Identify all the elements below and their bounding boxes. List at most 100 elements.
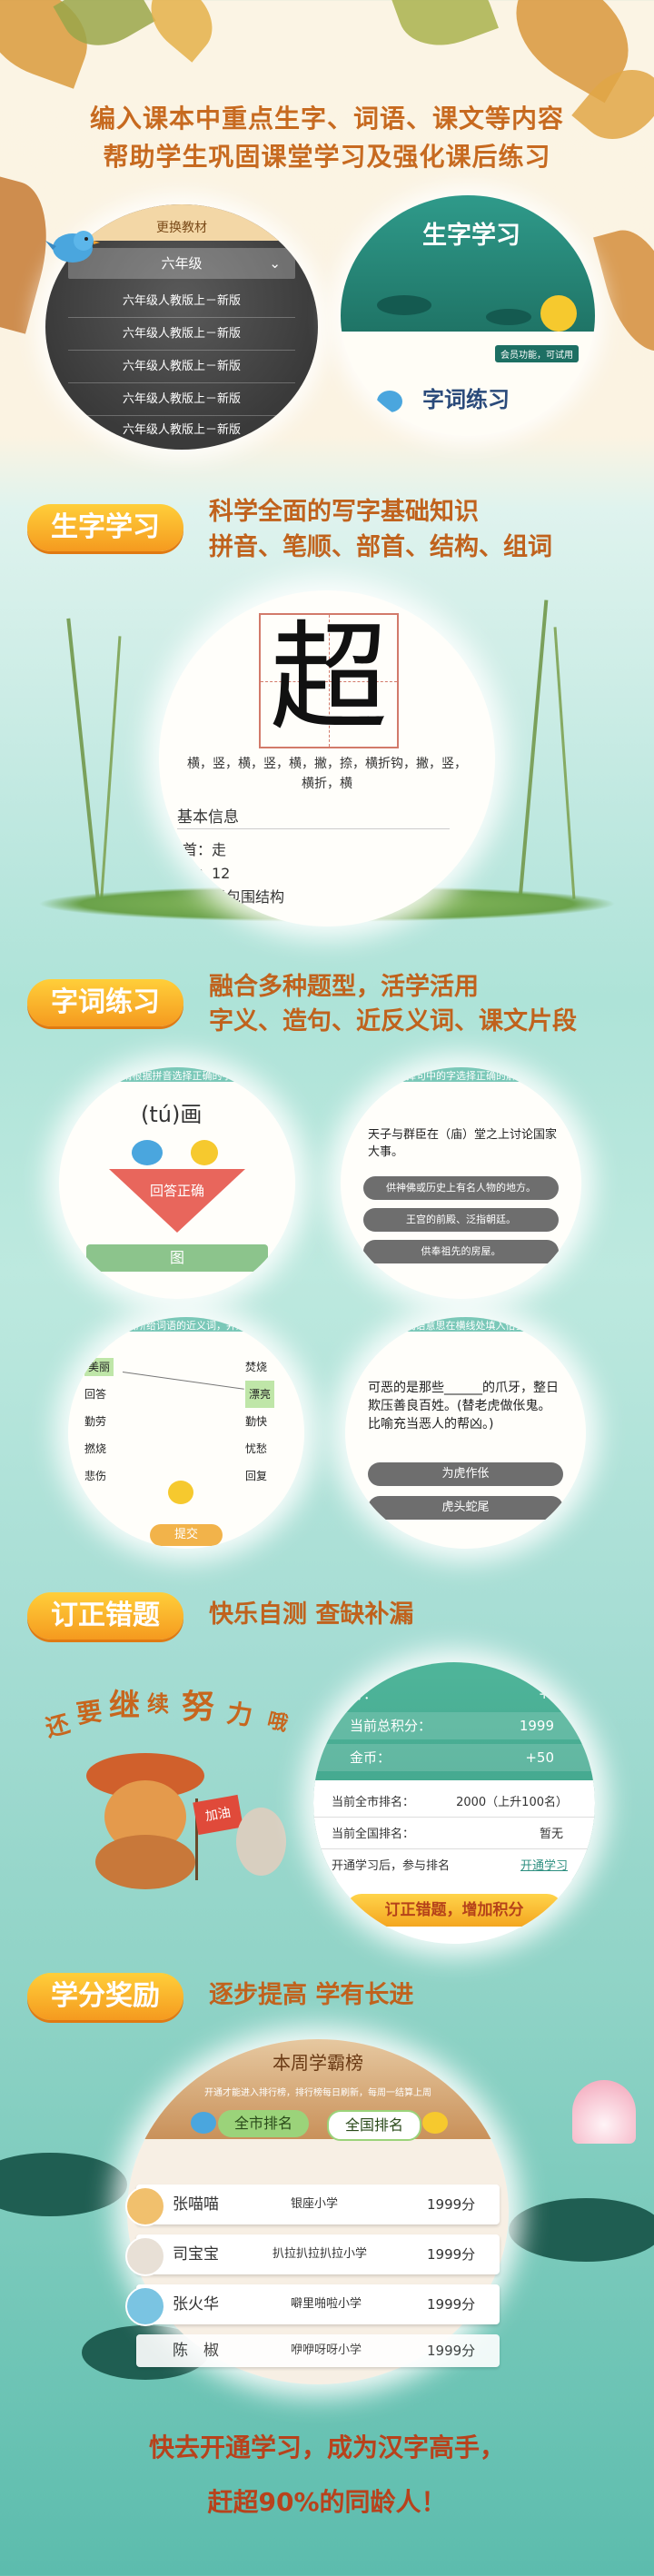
student-name: 司宝宝 — [173, 2245, 219, 2264]
school-name: 噼里啪啦小学 — [291, 2297, 362, 2311]
footer-line-2: 赶超90%的同龄人！ — [207, 2487, 447, 2517]
national-rank-row: 当前全国排名： 暂无 — [313, 1821, 595, 1849]
avatar — [125, 2186, 165, 2226]
answer-option[interactable]: 图 — [86, 1244, 268, 1272]
correct-mistakes-button[interactable]: 订正错题，增加积分 — [345, 1894, 563, 1927]
lilypad — [509, 2198, 654, 2262]
left-word-col: 美丽 回答 勤劳 撚烧 悲伤 — [84, 1353, 114, 1490]
national-rank-label: 当前全国排名： — [332, 1828, 415, 1841]
school-name: 咿咿呀呀小学 — [291, 2343, 362, 2357]
bluebird-icon — [45, 223, 100, 268]
coins-value: +50 — [525, 1749, 554, 1766]
tab-city-ranking[interactable]: 全市排名 — [218, 2110, 309, 2137]
slogan-char: 还 — [43, 1710, 74, 1743]
section1-desc-1: 科学全面的写字基础知识 — [209, 498, 479, 526]
section-pill-corrections: 订正错题 — [27, 1592, 183, 1640]
flag-pole — [195, 1798, 198, 1880]
section-pill-word-practice: 字词练习 — [27, 979, 183, 1026]
flag-label: 加油 — [193, 1794, 243, 1836]
student-score: 1999分 — [427, 2296, 476, 2313]
synonym-right-word[interactable]: 焚烧 — [245, 1361, 268, 1373]
quiz-header: 选择成语意思在横线处填入恰当成语 — [385, 1320, 546, 1332]
textbook-option[interactable]: 六年级人教版上－新版 — [68, 286, 295, 318]
slogan-char: 要 — [74, 1696, 104, 1729]
card-header-bar — [59, 1067, 295, 1082]
quiz-header: 请根据拼音选择正确的字 — [122, 1070, 233, 1082]
chevron-down-icon: ⌄ — [269, 255, 281, 272]
join-text: 开通学习后，参与排名 — [332, 1859, 451, 1873]
slogan-char: 力 — [224, 1698, 254, 1731]
textbook-option[interactable]: 六年级人教版上－新版 — [122, 423, 241, 437]
school-name: 扒拉扒拉扒拉小学 — [272, 2247, 368, 2261]
synonym-left-word[interactable]: 悲伤 — [84, 1470, 107, 1482]
feature-subtitle[interactable]: 字词练习 — [422, 387, 510, 412]
feature-preview: 生字学习 会员功能，可试用 字词练习 — [341, 195, 595, 436]
answer-correct-label: 回答正确 — [149, 1183, 204, 1199]
grade-select[interactable]: 六年级 ⌄ — [68, 248, 295, 279]
synonym-right-word[interactable]: 回复 — [245, 1470, 268, 1482]
section3-desc: 快乐自测 查缺补漏 — [209, 1600, 414, 1629]
textbook-option[interactable]: 六年级人教版上－新版 — [68, 352, 295, 383]
synonym-left-word[interactable]: 回答 — [84, 1388, 107, 1401]
leaderboard-row[interactable]: 张喵喵 银座小学 1999分 — [125, 2185, 500, 2226]
city-rank-label: 当前全市排名： — [332, 1796, 415, 1809]
slogan-char: 努 — [182, 1689, 215, 1726]
change-textbook-title[interactable]: 更换教材 — [156, 221, 207, 235]
quiz-option[interactable]: 供奉祖先的房屋。 — [363, 1240, 559, 1263]
lilypad — [0, 2153, 127, 2216]
synonym-left-word[interactable]: 撚烧 — [84, 1442, 107, 1455]
leaderboard-note: 开通才能进入排行榜，排行榜每日刷新，每周一结算上周 — [204, 2088, 431, 2098]
synonym-left-word[interactable]: 美丽 — [84, 1358, 114, 1376]
section2-desc-1: 融合多种题型，活学活用 — [209, 973, 479, 1001]
radical-info: 部首：走 — [168, 841, 227, 858]
lilypad — [377, 295, 431, 315]
footer-cta: 快去开通学习，成为汉字高手， 赶超90%的同龄人！ — [0, 2421, 654, 2530]
idiom-option[interactable]: 为虎作伥 — [368, 1462, 563, 1486]
leaderboard-row[interactable]: 司宝宝 扒拉扒拉扒拉小学 1999分 — [125, 2234, 500, 2276]
leaf-decoration — [391, 0, 499, 59]
chick-icon — [191, 1140, 218, 1165]
stroke-count-info: 笔画：12 — [168, 865, 231, 882]
quiz-option[interactable]: 供神佛或历史上有名人物的地方。 — [363, 1176, 559, 1200]
right-word-col: 焚烧 漂亮 勤快 忧愁 回复 — [245, 1353, 275, 1490]
quiz-header: 请选出所给词语的近义词，并连起来 — [106, 1320, 266, 1332]
synonym-right-word[interactable]: 勤快 — [245, 1415, 268, 1428]
synonym-left-word[interactable]: 勤劳 — [84, 1415, 107, 1428]
textbook-option[interactable]: 六年级人教版上－新版 — [68, 319, 295, 351]
card-header-bar — [345, 1317, 586, 1332]
section-pill-character-study: 生字学习 — [27, 504, 183, 551]
quiz-option[interactable]: 王宫的前殿、泛指朝廷。 — [363, 1208, 559, 1232]
bluebird-icon — [132, 1140, 163, 1165]
synonym-right-word[interactable]: 漂亮 — [245, 1381, 275, 1408]
owl-icon — [236, 1808, 286, 1876]
score-label: 分： — [350, 1686, 378, 1702]
submit-button[interactable]: 提交 — [150, 1524, 223, 1546]
quiz-card-idiom: 选择成语意思在横线处填入恰当成语 可恶的是那些______的爪牙，整日欺压善良百… — [345, 1317, 586, 1549]
large-character: 超 — [269, 609, 388, 747]
section2-desc-2: 字义、造句、近反义词、课文片段 — [209, 1007, 577, 1035]
section1-desc-2: 拼音、笔顺、部首、结构、组词 — [209, 533, 552, 561]
reed-decoration — [553, 627, 576, 899]
intro-line-2: 帮助学生巩固课堂学习及强化课后练习 — [103, 142, 551, 172]
score-card: 分： +5 当前总积分： 1999 金币： +50 当前全市排名： 2000（上… — [313, 1662, 595, 1944]
card-header-bar — [341, 1067, 581, 1082]
leaderboard-row[interactable]: 张火华 噼里啪啦小学 1999分 — [125, 2284, 500, 2326]
reed-decoration — [66, 618, 101, 908]
leaderboard-row[interactable]: 陈 椒 咿咿呀呀小学 1999分 — [136, 2334, 500, 2367]
feature-title[interactable]: 生字学习 — [422, 222, 520, 250]
join-row: 开通学习后，参与排名 开通学习 — [313, 1853, 595, 1880]
intro-line-1: 编入课本中重点生字、词语、课文等内容 — [89, 104, 564, 134]
student-name: 张火华 — [173, 2295, 219, 2313]
member-note: 会员功能，可试用 — [495, 345, 579, 362]
synonym-right-word[interactable]: 忧愁 — [245, 1442, 268, 1455]
answer-banner — [109, 1169, 245, 1233]
idiom-option[interactable]: 虎头蛇尾 — [368, 1496, 563, 1520]
school-name: 银座小学 — [291, 2197, 339, 2211]
character-card: 超 横，竖，横，竖，横，撇，捺，横折钩，撇，竖，横折，横 基本信息 部首：走 笔… — [159, 590, 495, 926]
structure-info: 结构：半包围结构 — [168, 888, 285, 906]
body — [95, 1835, 195, 1889]
join-link[interactable]: 开通学习 — [520, 1859, 568, 1873]
stroke-order: 横，竖，横，竖，横，撇，捺，横折钩，撇，竖，横折，横 — [187, 757, 467, 791]
textbook-option[interactable]: 六年级人教版上－新版 — [68, 384, 295, 416]
tab-national-ranking[interactable]: 全国排名 — [327, 2110, 421, 2141]
